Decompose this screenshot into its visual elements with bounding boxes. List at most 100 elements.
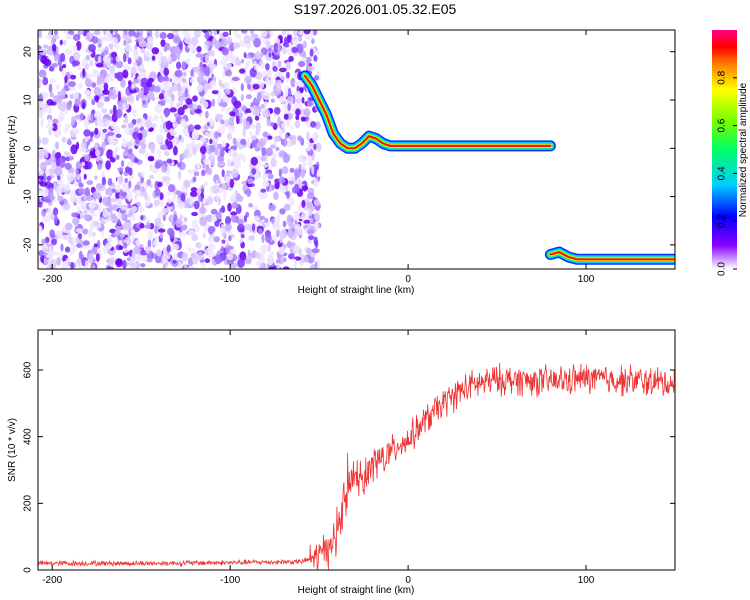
noise-speckle <box>93 111 102 119</box>
noise-speckle <box>124 221 132 231</box>
noise-speckle <box>286 214 294 223</box>
noise-speckle <box>289 167 295 173</box>
noise-speckle <box>56 257 61 266</box>
noise-speckle <box>280 75 286 80</box>
noise-speckle <box>307 155 313 163</box>
noise-speckle <box>43 149 49 159</box>
noise-speckle <box>74 98 81 107</box>
noise-speckle <box>121 138 128 148</box>
noise-speckle <box>268 257 273 262</box>
noise-speckle <box>265 63 270 71</box>
noise-speckle <box>270 158 277 168</box>
noise-speckle <box>87 229 94 238</box>
noise-speckle <box>250 30 255 35</box>
noise-speckle <box>290 241 296 247</box>
noise-speckle <box>181 252 188 262</box>
noise-speckle <box>120 204 128 211</box>
noise-speckle <box>94 142 98 151</box>
x-tick-label: 100 <box>578 274 595 285</box>
noise-speckle <box>48 83 53 93</box>
noise-speckle <box>290 77 296 88</box>
noise-speckle <box>64 48 72 56</box>
noise-speckle <box>50 233 56 239</box>
noise-speckle <box>228 149 236 157</box>
noise-speckle <box>153 85 161 93</box>
noise-speckle <box>155 249 162 257</box>
noise-speckle <box>283 36 288 46</box>
noise-speckle <box>210 157 216 167</box>
noise-speckle <box>93 30 101 36</box>
noise-speckle <box>296 210 300 220</box>
noise-speckle <box>203 124 209 131</box>
noise-speckle <box>285 118 291 128</box>
noise-speckle <box>226 180 230 187</box>
noise-speckle <box>46 105 52 114</box>
noise-speckle <box>252 223 255 232</box>
noise-speckle <box>236 153 244 160</box>
noise-speckle <box>261 147 267 157</box>
noise-speckle <box>277 60 282 68</box>
noise-speckle <box>166 198 173 204</box>
colorbar-label: Normalized spectral amplitude <box>738 82 749 217</box>
noise-speckle <box>196 162 201 169</box>
noise-speckle <box>286 240 292 249</box>
noise-speckle <box>270 98 275 103</box>
noise-speckle <box>231 76 240 82</box>
noise-speckle <box>295 115 300 121</box>
noise-speckle <box>306 201 313 209</box>
noise-speckle <box>294 98 301 103</box>
noise-speckle <box>72 33 81 42</box>
noise-speckle <box>220 119 225 125</box>
noise-speckle <box>298 248 303 256</box>
noise-speckle <box>196 187 202 195</box>
noise-speckle <box>101 176 106 186</box>
noise-speckle <box>285 45 294 56</box>
noise-speckle <box>196 84 204 92</box>
noise-speckle <box>229 111 236 117</box>
noise-speckle <box>65 33 72 40</box>
noise-speckle <box>140 215 144 221</box>
noise-speckle <box>154 30 160 39</box>
noise-speckle <box>240 93 244 102</box>
noise-speckle <box>301 97 305 104</box>
noise-speckle <box>119 233 126 239</box>
noise-speckle <box>57 195 64 202</box>
noise-speckle <box>112 150 117 158</box>
noise-speckle <box>76 243 82 248</box>
noise-speckle <box>279 208 286 215</box>
noise-speckle <box>98 74 105 84</box>
noise-speckle <box>144 224 152 229</box>
noise-speckle <box>162 214 166 222</box>
noise-speckle <box>91 245 98 255</box>
noise-speckle <box>282 46 286 55</box>
noise-speckle <box>289 198 295 206</box>
noise-speckle <box>211 37 217 46</box>
noise-speckle <box>124 114 129 122</box>
noise-speckle <box>225 216 231 226</box>
noise-speckle <box>213 30 218 36</box>
noise-speckle <box>62 39 67 46</box>
noise-speckle <box>38 150 44 160</box>
noise-speckle <box>221 140 227 148</box>
noise-speckle <box>165 138 169 146</box>
noise-speckle <box>171 220 176 227</box>
noise-speckle <box>204 131 210 137</box>
noise-speckle <box>283 102 287 113</box>
noise-speckle <box>270 251 274 256</box>
noise-speckle <box>153 114 159 122</box>
noise-speckle <box>75 160 83 171</box>
noise-speckle <box>180 118 187 128</box>
noise-speckle <box>60 52 66 62</box>
noise-speckle <box>82 68 86 78</box>
noise-speckle <box>291 37 299 45</box>
noise-speckle <box>102 207 109 218</box>
colorbar: 0.0 0.2 0.4 0.6 0.8 Normalized spectral ampl… <box>712 30 749 276</box>
noise-speckle <box>112 204 118 211</box>
noise-speckle <box>243 52 247 59</box>
noise-speckle <box>297 135 303 142</box>
noise-speckle <box>251 250 258 259</box>
noise-speckle <box>43 208 47 213</box>
noise-speckle <box>193 200 200 210</box>
noise-speckle <box>290 126 294 131</box>
noise-speckle <box>177 106 185 116</box>
